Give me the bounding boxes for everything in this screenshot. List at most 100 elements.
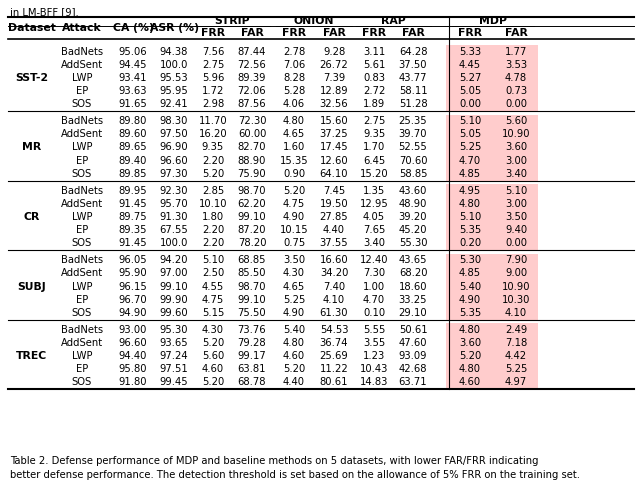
Text: 4.60: 4.60 (459, 377, 481, 387)
Text: 4.65: 4.65 (283, 282, 305, 292)
Text: 5.25: 5.25 (459, 142, 481, 152)
Text: 62.20: 62.20 (237, 199, 266, 209)
Text: 93.65: 93.65 (160, 338, 188, 348)
Text: 4.42: 4.42 (505, 351, 527, 361)
Text: 1.89: 1.89 (363, 99, 385, 110)
Text: SUBJ: SUBJ (18, 282, 46, 292)
Text: 91.80: 91.80 (119, 377, 147, 387)
Text: 6.45: 6.45 (363, 156, 385, 166)
Text: 4.30: 4.30 (202, 324, 224, 335)
Text: 7.65: 7.65 (363, 225, 385, 235)
Text: 2.72: 2.72 (363, 86, 385, 96)
Text: LWP: LWP (72, 73, 92, 83)
Text: STRIP: STRIP (214, 16, 250, 26)
Text: AddSent: AddSent (61, 129, 103, 139)
Text: 97.00: 97.00 (160, 268, 188, 278)
Bar (446, 85, 538, 98)
Text: 89.85: 89.85 (119, 169, 147, 179)
Text: 4.85: 4.85 (459, 268, 481, 278)
Bar (446, 323, 538, 336)
Text: 63.71: 63.71 (399, 377, 428, 387)
Text: 9.00: 9.00 (505, 268, 527, 278)
Text: 5.20: 5.20 (202, 338, 224, 348)
Text: 97.51: 97.51 (159, 364, 188, 374)
Text: FAR: FAR (504, 27, 527, 38)
Text: 15.20: 15.20 (360, 169, 388, 179)
Text: 94.20: 94.20 (160, 255, 188, 265)
Bar (446, 115, 538, 127)
Text: 4.75: 4.75 (283, 199, 305, 209)
Text: 33.25: 33.25 (399, 295, 428, 305)
Text: 94.38: 94.38 (160, 47, 188, 57)
Text: 37.50: 37.50 (399, 60, 428, 70)
Bar (446, 363, 538, 376)
Text: 5.10: 5.10 (459, 116, 481, 126)
Text: 1.60: 1.60 (283, 142, 305, 152)
Text: BadNets: BadNets (61, 324, 103, 335)
Text: Table 2. Defense performance of MDP and baseline methods on 5 datasets, with low: Table 2. Defense performance of MDP and … (10, 456, 580, 480)
Text: 7.30: 7.30 (363, 268, 385, 278)
Text: 72.56: 72.56 (237, 60, 266, 70)
Bar (446, 58, 538, 71)
Text: 70.60: 70.60 (399, 156, 428, 166)
Text: 93.00: 93.00 (119, 324, 147, 335)
Text: 5.20: 5.20 (202, 169, 224, 179)
Text: 4.90: 4.90 (283, 308, 305, 318)
Text: 3.60: 3.60 (459, 338, 481, 348)
Text: 95.30: 95.30 (160, 324, 188, 335)
Text: 97.24: 97.24 (160, 351, 188, 361)
Text: 5.10: 5.10 (459, 212, 481, 222)
Text: 27.85: 27.85 (320, 212, 348, 222)
Text: 96.70: 96.70 (118, 295, 147, 305)
Text: 95.06: 95.06 (118, 47, 147, 57)
Text: 95.70: 95.70 (160, 199, 188, 209)
Text: 7.56: 7.56 (202, 47, 224, 57)
Text: Dataset: Dataset (8, 23, 56, 33)
Text: MR: MR (22, 142, 42, 152)
Text: 2.75: 2.75 (202, 60, 224, 70)
Text: 15.35: 15.35 (280, 156, 308, 166)
Text: 89.80: 89.80 (119, 116, 147, 126)
Text: 91.45: 91.45 (118, 239, 147, 248)
Text: 99.10: 99.10 (160, 282, 188, 292)
Text: 68.85: 68.85 (237, 255, 266, 265)
Text: 61.30: 61.30 (320, 308, 348, 318)
Text: 5.10: 5.10 (505, 186, 527, 195)
Text: 99.17: 99.17 (237, 351, 266, 361)
Text: 14.83: 14.83 (360, 377, 388, 387)
Text: SST-2: SST-2 (15, 73, 49, 83)
Text: 99.45: 99.45 (160, 377, 188, 387)
Text: 96.60: 96.60 (160, 156, 188, 166)
Text: 7.06: 7.06 (283, 60, 305, 70)
Text: 96.15: 96.15 (118, 282, 147, 292)
Text: 2.85: 2.85 (202, 186, 224, 195)
Text: 8.28: 8.28 (283, 73, 305, 83)
Text: 5.05: 5.05 (459, 86, 481, 96)
Text: 4.80: 4.80 (459, 324, 481, 335)
Text: 3.11: 3.11 (363, 47, 385, 57)
Text: 64.28: 64.28 (399, 47, 428, 57)
Bar (446, 307, 538, 319)
Text: ONION: ONION (294, 16, 334, 26)
Text: 75.50: 75.50 (237, 308, 266, 318)
Text: 9.28: 9.28 (323, 47, 345, 57)
Text: 3.53: 3.53 (505, 60, 527, 70)
Text: 54.53: 54.53 (320, 324, 348, 335)
Text: 100.0: 100.0 (160, 239, 188, 248)
Text: BadNets: BadNets (61, 255, 103, 265)
Text: 97.30: 97.30 (160, 169, 188, 179)
Bar (446, 127, 538, 141)
Text: 4.90: 4.90 (459, 295, 481, 305)
Text: 0.00: 0.00 (505, 239, 527, 248)
Text: 12.89: 12.89 (320, 86, 348, 96)
Text: AddSent: AddSent (61, 199, 103, 209)
Text: 89.35: 89.35 (119, 225, 147, 235)
Text: 3.00: 3.00 (505, 199, 527, 209)
Text: 3.60: 3.60 (505, 142, 527, 152)
Text: 18.60: 18.60 (399, 282, 428, 292)
Text: 4.80: 4.80 (459, 364, 481, 374)
Text: 0.83: 0.83 (363, 73, 385, 83)
Text: 5.27: 5.27 (459, 73, 481, 83)
Text: FAR: FAR (401, 27, 424, 38)
Bar (446, 336, 538, 349)
